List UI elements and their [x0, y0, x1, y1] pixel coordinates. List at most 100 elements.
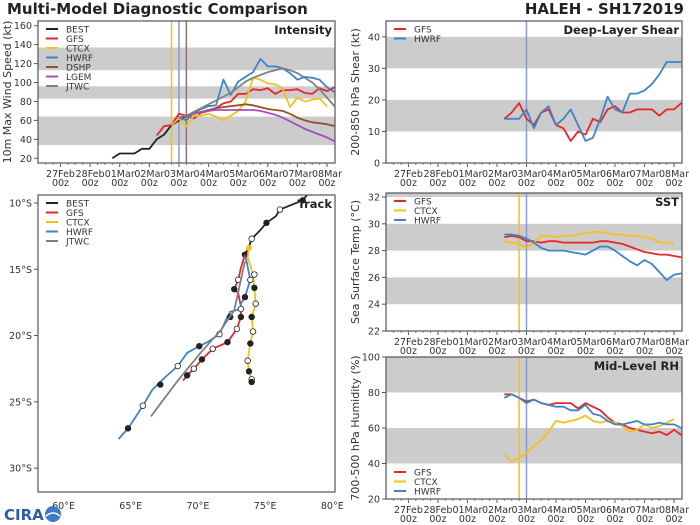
- legend-item: GFS: [394, 197, 432, 207]
- track-marker-ctcx: [251, 271, 258, 278]
- series-line-hwrf: [503, 393, 682, 429]
- y-tick-label: 10°S: [9, 198, 32, 209]
- track-marker-best: [299, 197, 306, 204]
- storm-id: HALEH - SH172019: [524, 0, 684, 18]
- x-tick-label-hour: 00z: [459, 178, 476, 189]
- legend-label: HWRF: [414, 216, 441, 226]
- x-tick-label-hour: 00z: [318, 178, 335, 189]
- x-tick-label-date: 27Feb: [394, 337, 423, 348]
- x-tick-label-hour: 00z: [82, 178, 99, 189]
- x-tick-label: 70°E: [187, 501, 210, 512]
- x-tick-label-hour: 00z: [400, 346, 417, 357]
- x-tick-label-date: 03Mar: [511, 505, 541, 516]
- y-tick-label: 40: [20, 135, 32, 146]
- legend-item: CTCX: [46, 44, 90, 54]
- y-tick-label: 10: [368, 127, 380, 138]
- shear-panel: 01020304027Feb00z28Feb00z01Mar00z02Mar00…: [349, 20, 689, 189]
- y-tick-label: 20°S: [9, 331, 32, 342]
- legend-item: LGEM: [46, 73, 91, 83]
- legend-item: CTCX: [46, 218, 90, 228]
- x-tick-label-hour: 00z: [429, 346, 446, 357]
- x-tick-label-hour: 00z: [141, 178, 158, 189]
- x-tick-label-date: 02Mar: [134, 169, 164, 180]
- legend-item: JTWC: [46, 82, 89, 92]
- y-tick-label: 100: [362, 353, 380, 364]
- x-tick-label-date: 08Mar: [659, 505, 689, 516]
- x-tick-label-hour: 00z: [606, 178, 623, 189]
- x-tick-label-date: 08Mar: [312, 169, 342, 180]
- axes-frame: [37, 194, 336, 493]
- x-tick-label-hour: 00z: [518, 346, 535, 357]
- x-tick-label-hour: 00z: [518, 178, 535, 189]
- legend-label: BEST: [66, 199, 90, 209]
- y-tick-label: 80: [20, 97, 32, 108]
- track-marker-ctcx: [245, 368, 253, 375]
- x-tick-label-date: 07Mar: [282, 169, 312, 180]
- x-tick-label-hour: 00z: [488, 346, 505, 357]
- y-tick-label: 80: [368, 388, 380, 399]
- x-tick-label-hour: 00z: [52, 178, 69, 189]
- series-line-ctcx: [170, 76, 328, 127]
- legend-label: HWRF: [414, 35, 441, 45]
- track-marker-ctcx: [248, 378, 255, 386]
- x-tick-label-hour: 00z: [429, 178, 446, 189]
- track-marker-ctcx: [252, 300, 259, 307]
- legend-label: GFS: [414, 25, 432, 35]
- panel-title: Deep-Layer Shear: [563, 23, 679, 37]
- series-line-jtwc: [178, 67, 335, 119]
- x-tick-label-hour: 00z: [488, 514, 505, 525]
- x-tick-label-hour: 00z: [665, 178, 682, 189]
- x-tick-label: 65°E: [119, 501, 142, 512]
- x-tick-label-date: 05Mar: [570, 337, 600, 348]
- x-tick-label-date: 27Feb: [394, 505, 423, 516]
- track-marker-hwrf: [174, 362, 181, 370]
- x-tick-label-date: 03Mar: [511, 169, 541, 180]
- x-tick-label-hour: 00z: [665, 346, 682, 357]
- legend-item: BEST: [46, 25, 90, 35]
- track-marker-hwrf: [124, 425, 132, 432]
- legend-label: HWRF: [66, 54, 93, 64]
- legend-label: GFS: [414, 197, 432, 207]
- x-tick-label-hour: 00z: [636, 178, 653, 189]
- x-tick-label-hour: 00z: [429, 514, 446, 525]
- x-tick-label-hour: 00z: [577, 178, 594, 189]
- legend-item: HWRF: [394, 487, 441, 497]
- x-tick-label-hour: 00z: [606, 514, 623, 525]
- y-tick-label: 30: [368, 64, 380, 75]
- y-tick-label: 22: [368, 327, 380, 338]
- series-line-hwrf: [504, 61, 682, 142]
- x-tick-label-hour: 00z: [170, 178, 187, 189]
- x-tick-label-date: 01Mar: [452, 505, 482, 516]
- shaded-band: [386, 193, 682, 198]
- y-axis-label: 700-500 hPa Humidity (%): [349, 355, 362, 500]
- legend-label: CTCX: [414, 478, 438, 488]
- legend-item: CTCX: [394, 478, 438, 488]
- y-tick-label: 30°S: [9, 464, 32, 475]
- track-marker-gfs: [233, 325, 241, 333]
- y-axis-label: 200-850 hPa Shear (kt): [349, 28, 362, 156]
- x-tick-label-date: 04Mar: [541, 337, 571, 348]
- shaded-band: [386, 223, 682, 251]
- x-tick-label-hour: 00z: [547, 346, 564, 357]
- track-marker-hwrf: [196, 342, 203, 350]
- legend-label: HWRF: [414, 487, 441, 497]
- x-tick-label-hour: 00z: [111, 178, 128, 189]
- track-marker-ctcx: [247, 340, 254, 347]
- track-marker-gfs: [183, 372, 191, 379]
- series-line-gfs: [503, 102, 682, 142]
- legend-item: GFS: [394, 468, 432, 478]
- track-marker-ctcx: [244, 357, 251, 364]
- track-marker-ctcx: [251, 284, 258, 292]
- x-tick-label-date: 06Mar: [600, 169, 630, 180]
- series-line-hwrf: [504, 233, 682, 282]
- legend-label: BEST: [66, 25, 90, 35]
- logo-wave-icon: [45, 512, 61, 517]
- y-tick-label: 15°S: [9, 265, 32, 276]
- x-tick-label-hour: 00z: [459, 514, 476, 525]
- x-tick-label-date: 28Feb: [76, 169, 105, 180]
- y-tick-label: 40: [368, 459, 380, 470]
- track-marker-hwrf: [241, 293, 249, 301]
- x-tick-label-date: 02Mar: [482, 169, 512, 180]
- track-marker-best: [263, 219, 270, 227]
